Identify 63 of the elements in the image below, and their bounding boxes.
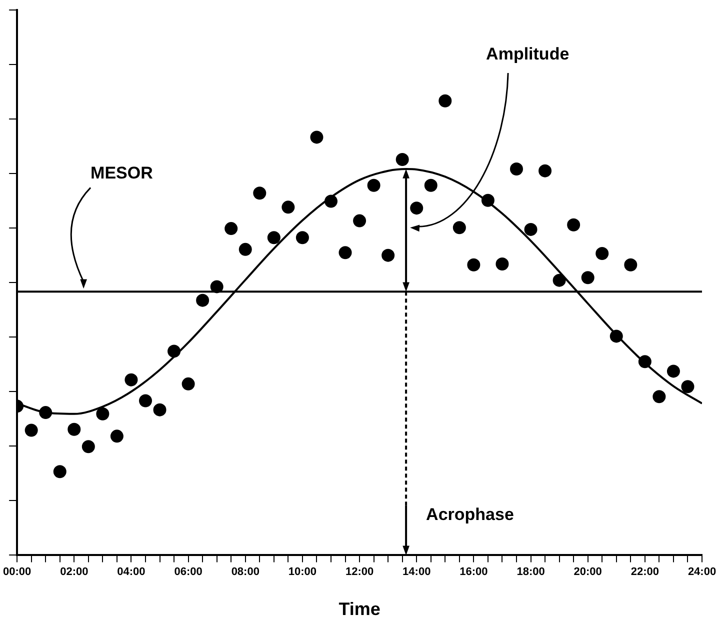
point <box>168 344 181 358</box>
point <box>282 200 295 214</box>
point <box>610 330 623 343</box>
point <box>182 377 195 390</box>
point <box>581 271 594 284</box>
point <box>638 355 652 368</box>
point <box>296 231 309 244</box>
text: Amplitude <box>486 44 570 64</box>
point <box>110 430 124 443</box>
ref-line-label: Acrophase <box>426 504 514 524</box>
x-tick-label: 22:00 <box>630 566 659 578</box>
point <box>567 218 580 232</box>
point <box>452 221 466 234</box>
point <box>496 257 509 270</box>
x-tick-label: 20:00 <box>574 566 602 578</box>
point <box>410 202 424 215</box>
point <box>652 390 666 404</box>
point <box>396 152 409 166</box>
point <box>196 294 210 307</box>
point <box>153 403 166 416</box>
point <box>681 380 694 394</box>
x-tick-label: 16:00 <box>460 566 488 578</box>
x-tick-label: 04:00 <box>117 566 146 578</box>
point <box>124 373 138 386</box>
point <box>68 422 81 436</box>
annotation: MESOR <box>90 163 153 182</box>
x-tick-label: 06:00 <box>174 566 202 578</box>
point <box>353 214 366 228</box>
point <box>510 162 523 176</box>
point <box>224 222 238 236</box>
point <box>524 222 538 236</box>
point <box>624 258 638 272</box>
point <box>467 258 480 272</box>
x-tick-label: 10:00 <box>288 566 317 578</box>
point <box>253 186 266 200</box>
x-tick-label: 02:00 <box>60 566 88 578</box>
x-tick-label: 00:00 <box>2 566 32 578</box>
point <box>666 364 680 378</box>
point <box>552 274 566 287</box>
point <box>138 394 152 408</box>
point <box>82 440 95 454</box>
point <box>338 246 352 260</box>
point <box>24 424 38 437</box>
point <box>96 407 110 420</box>
point <box>481 194 494 207</box>
x-tick-label: 08:00 <box>231 566 260 578</box>
point <box>39 406 52 420</box>
point <box>424 178 438 192</box>
point <box>438 94 452 108</box>
point <box>382 248 395 262</box>
point <box>267 231 280 244</box>
point <box>238 242 252 256</box>
x-tick-label: 24:00 <box>688 566 716 578</box>
point <box>596 247 609 260</box>
x-tick-label: 18:00 <box>516 566 545 578</box>
x-tick-label: 14:00 <box>402 566 431 578</box>
point <box>324 194 338 208</box>
point <box>367 178 380 192</box>
point <box>53 465 66 478</box>
point <box>538 164 552 178</box>
x-tick-label: 12:00 <box>345 566 374 578</box>
x-axis-title: Time <box>338 599 380 620</box>
point <box>310 130 324 144</box>
